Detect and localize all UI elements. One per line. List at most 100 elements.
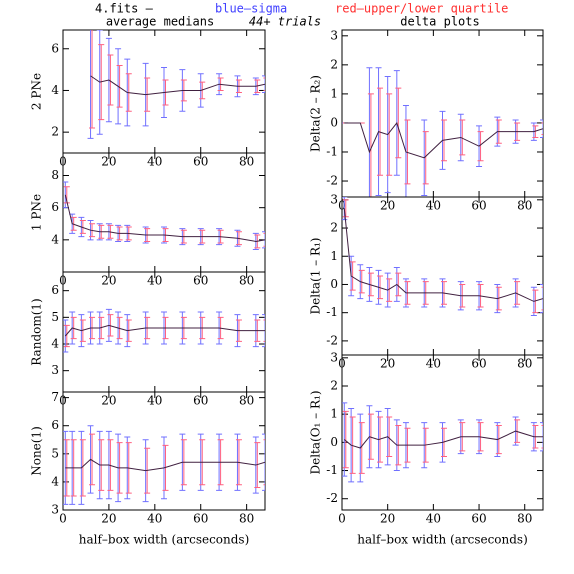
y-axis-label: Random(1) bbox=[30, 298, 44, 365]
x-tick-label: 60 bbox=[193, 394, 208, 408]
x-tick-label: 40 bbox=[426, 357, 441, 371]
y-tick-label: 2 bbox=[330, 379, 338, 393]
y-tick-label: 0 bbox=[330, 277, 338, 291]
quartile-error-bar bbox=[63, 324, 70, 348]
quartile-error-bar bbox=[263, 319, 265, 342]
y-tick-label: 2 bbox=[330, 221, 338, 235]
x-tick-label: 20 bbox=[101, 394, 116, 408]
x-tick-label: 80 bbox=[517, 512, 532, 526]
plot-area bbox=[342, 197, 543, 316]
plot-area bbox=[87, 30, 265, 139]
x-tick-label: 60 bbox=[193, 274, 208, 288]
quartile-error-bar bbox=[386, 93, 393, 176]
sigma-error-bar bbox=[540, 119, 543, 138]
quartile-error-bar bbox=[79, 439, 86, 497]
median-line bbox=[64, 324, 265, 337]
quartile-error-bar bbox=[349, 261, 356, 291]
header-quartile: red–upper/lower quartile bbox=[335, 2, 508, 16]
quartile-error-bar bbox=[422, 131, 429, 185]
quartile-error-bar bbox=[459, 119, 466, 156]
y-tick-label: 8 bbox=[51, 168, 59, 182]
quartile-error-bar bbox=[386, 278, 393, 302]
y-tick-label: 0 bbox=[330, 435, 338, 449]
x-tick-label: 60 bbox=[193, 512, 208, 526]
y-tick-label: 1 bbox=[330, 407, 338, 421]
y-tick-label: 3 bbox=[51, 363, 59, 377]
median-line bbox=[64, 194, 265, 242]
x-tick-label: 0 bbox=[59, 512, 67, 526]
y-tick-label: 4 bbox=[51, 83, 59, 97]
y-axis-label: None(1) bbox=[30, 426, 44, 476]
x-tick-label: 20 bbox=[380, 199, 395, 213]
quartile-error-bar bbox=[495, 424, 502, 455]
quartile-error-bar bbox=[395, 272, 402, 297]
x-tick-label: 20 bbox=[101, 512, 116, 526]
left-title: average medians bbox=[106, 15, 214, 29]
sigma-error-bar bbox=[342, 402, 348, 477]
header-sigma: blue–sigma bbox=[215, 2, 287, 16]
plot-area bbox=[63, 181, 265, 250]
y-tick-label: 6 bbox=[51, 41, 59, 55]
sigma-error-bar bbox=[262, 433, 265, 491]
x-tick-label: 40 bbox=[147, 155, 162, 169]
y-tick-label: 3 bbox=[330, 350, 338, 364]
y-tick-label: 5 bbox=[51, 446, 59, 460]
y-tick-label: 3 bbox=[330, 192, 338, 206]
x-axis-label: half–box width (arcseconds) bbox=[357, 533, 528, 547]
y-tick-label: 3 bbox=[51, 503, 59, 517]
x-tick-label: 40 bbox=[426, 199, 441, 213]
quartile-error-bar bbox=[342, 199, 349, 218]
sigma-error-bar bbox=[262, 75, 265, 94]
quartile-error-bar bbox=[514, 281, 521, 305]
y-tick-label: 6 bbox=[51, 200, 59, 214]
trials: 44+ trials bbox=[249, 15, 321, 29]
y-tick-label: 5 bbox=[51, 310, 59, 324]
y-tick-label: 7 bbox=[51, 390, 59, 404]
median-line bbox=[65, 458, 265, 472]
plot-area bbox=[342, 402, 543, 483]
quartile-error-bar bbox=[477, 131, 484, 162]
y-tick-label: -2 bbox=[326, 491, 338, 505]
quartile-error-bar bbox=[263, 77, 265, 91]
sigma-error-bar bbox=[262, 314, 265, 348]
sigma-error-bar bbox=[540, 422, 543, 452]
plot-area bbox=[63, 308, 265, 353]
y-tick-label: 3 bbox=[330, 28, 338, 42]
header-file: 4.fits – bbox=[95, 2, 154, 16]
quartile-error-bar bbox=[116, 64, 123, 108]
median-line bbox=[343, 208, 543, 302]
x-tick-label: 60 bbox=[471, 357, 486, 371]
sigma-error-bar bbox=[540, 283, 543, 314]
median-line bbox=[90, 75, 265, 96]
x-tick-label: 40 bbox=[147, 512, 162, 526]
y-tick-label: -1 bbox=[326, 305, 338, 319]
x-tick-label: 40 bbox=[147, 274, 162, 288]
quartile-error-bar bbox=[107, 54, 114, 106]
quartile-error-bar bbox=[395, 87, 402, 159]
quartile-error-bar bbox=[263, 232, 265, 247]
x-tick-label: 20 bbox=[380, 512, 395, 526]
sigma-error-bar bbox=[342, 197, 348, 221]
x-tick-label: 80 bbox=[517, 357, 532, 371]
plot-area bbox=[63, 425, 265, 505]
median-line bbox=[343, 430, 543, 449]
quartile-error-bar bbox=[541, 286, 543, 311]
x-tick-label: 0 bbox=[338, 512, 346, 526]
y-tick-label: 2 bbox=[330, 57, 338, 71]
quartile-error-bar bbox=[89, 30, 96, 129]
x-tick-label: 60 bbox=[471, 512, 486, 526]
x-tick-label: 40 bbox=[147, 394, 162, 408]
quartile-error-bar bbox=[263, 439, 265, 486]
y-tick-label: -1 bbox=[326, 144, 338, 158]
quartile-error-bar bbox=[358, 422, 365, 474]
right-title: delta plots bbox=[400, 15, 479, 29]
y-axis-label: Delta(1 – R₁) bbox=[309, 237, 323, 314]
quartile-error-bar bbox=[541, 122, 543, 136]
x-tick-label: 20 bbox=[101, 155, 116, 169]
y-tick-label: 1 bbox=[330, 86, 338, 100]
x-tick-label: 80 bbox=[239, 512, 254, 526]
y-tick-label: -2 bbox=[326, 174, 338, 188]
y-tick-label: -2 bbox=[326, 333, 338, 347]
y-axis-label: Delta(2 – R₂) bbox=[309, 75, 323, 152]
